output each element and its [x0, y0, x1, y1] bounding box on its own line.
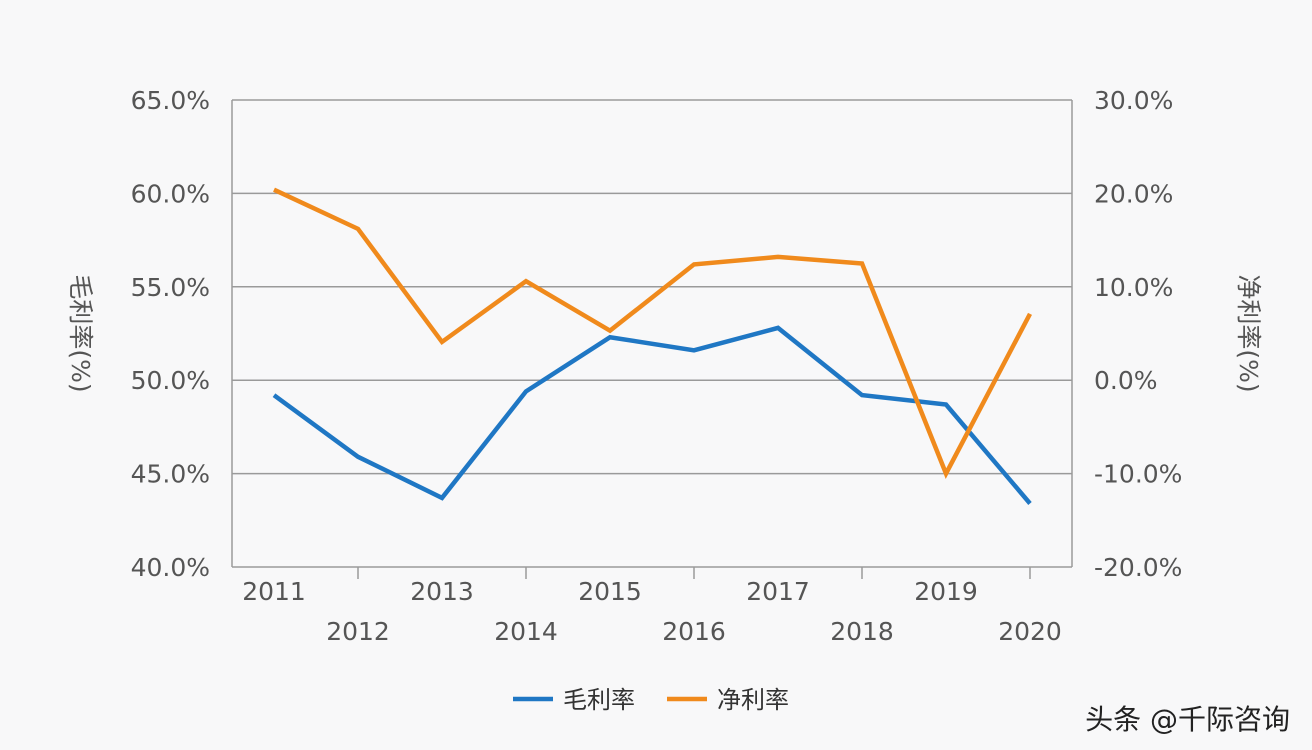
x-tick-label: 2012 — [326, 617, 390, 646]
series-line-2 — [273, 187, 1032, 479]
y-axis-title: 毛利率(%) — [66, 274, 95, 392]
series-line-1 — [272, 325, 1032, 505]
x-tick-label: 2013 — [410, 577, 474, 606]
watermark: 头条 @千际咨询 — [1085, 703, 1290, 736]
x-tick-label: 2017 — [746, 577, 810, 606]
legend-label-2: 净利率 — [717, 686, 789, 714]
legend-label-1: 毛利率 — [563, 686, 635, 714]
y2-tick-label: -10.0% — [1094, 460, 1182, 489]
y2-tick-label: 20.0% — [1094, 179, 1173, 208]
y-tick-label: 60.0% — [131, 179, 210, 208]
y2-tick-label: 10.0% — [1094, 273, 1173, 302]
x-tick-label: 2016 — [662, 617, 726, 646]
x-tick-label: 2014 — [494, 617, 558, 646]
x-tick-label: 2018 — [830, 617, 894, 646]
y2-tick-label: -20.0% — [1094, 553, 1182, 582]
y2-tick-label: 30.0% — [1094, 86, 1173, 115]
y-tick-label: 55.0% — [131, 273, 210, 302]
y2-tick-label: 0.0% — [1094, 366, 1158, 395]
x-tick-label: 2019 — [914, 577, 978, 606]
y-tick-label: 50.0% — [131, 366, 210, 395]
x-tick-label: 2020 — [998, 617, 1062, 646]
y-tick-label: 65.0% — [131, 86, 210, 115]
x-tick-label: 2015 — [578, 577, 642, 606]
y2-axis-title: 净利率(%) — [1234, 274, 1263, 392]
x-tick-label: 2011 — [242, 577, 306, 606]
y-tick-label: 45.0% — [131, 460, 210, 489]
y-tick-label: 40.0% — [131, 553, 210, 582]
